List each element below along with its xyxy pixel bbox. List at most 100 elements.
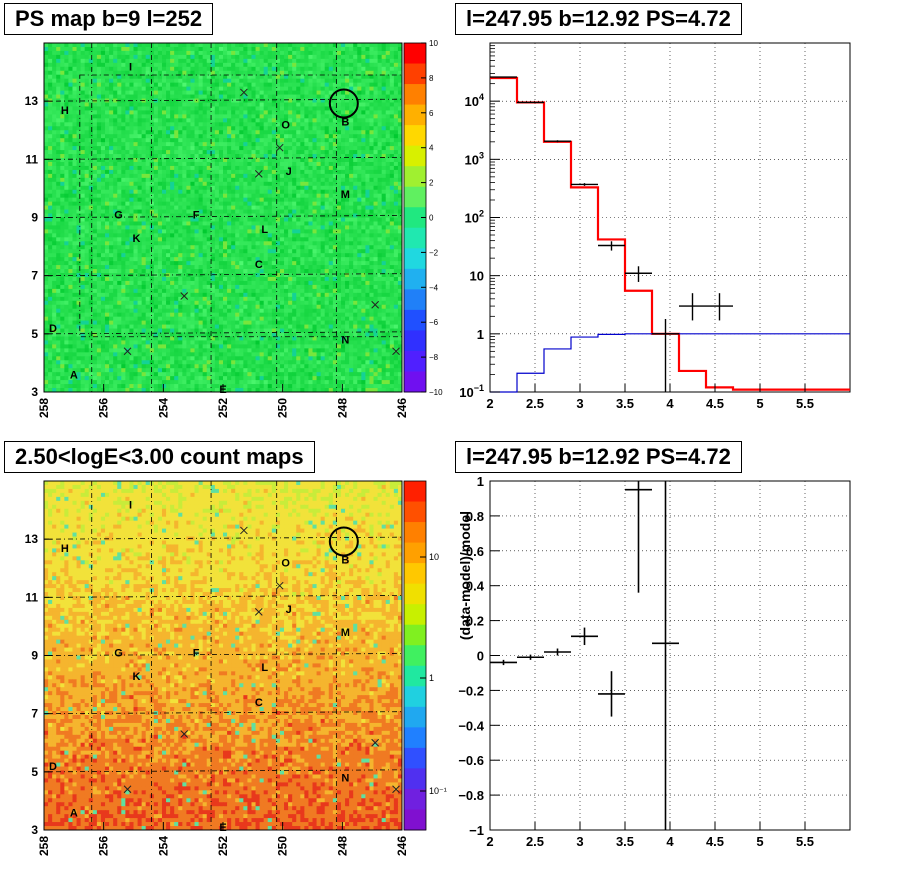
colorbar-swatch <box>404 747 426 769</box>
colorbar-tick-label: −10 <box>429 388 443 397</box>
source-cross-marker <box>275 581 284 590</box>
colorbar-swatch <box>404 371 426 393</box>
colorbar-swatch <box>404 63 426 85</box>
y-tick-label: 5 <box>31 765 38 779</box>
heatmap-cells <box>44 481 403 831</box>
x-tick-label: 5.5 <box>796 396 814 411</box>
colorbar-swatch <box>404 809 426 831</box>
colorbar-swatch <box>404 84 426 106</box>
plot-grid <box>489 480 850 831</box>
x-tick-label: 246 <box>395 836 409 856</box>
colorbar-swatch <box>404 186 426 208</box>
roi-box <box>79 74 403 338</box>
colorbar-swatch <box>404 563 426 585</box>
residual-point <box>571 627 598 646</box>
y-tick-label: 0 <box>477 649 484 664</box>
colorbar-tick-label: −4 <box>429 283 439 292</box>
colorbar-swatch <box>404 481 426 503</box>
y-tick-label: 13 <box>25 94 39 108</box>
source-label: N <box>341 335 349 347</box>
data-point <box>490 76 517 78</box>
colorbar-tick-label: −6 <box>429 318 439 327</box>
colorbar-swatch <box>404 645 426 667</box>
plot-grid <box>489 43 850 393</box>
source-cross-marker <box>240 88 248 97</box>
y-tick-label: 3 <box>31 823 38 837</box>
x-tick-label: 256 <box>97 836 111 856</box>
background-step-line <box>490 333 850 393</box>
data-point <box>679 293 706 321</box>
x-tick-label: 258 <box>37 398 51 418</box>
colorbar-swatch <box>404 248 426 270</box>
colorbar-swatch <box>404 207 426 229</box>
colorbar-tick-label: 0 <box>429 214 434 223</box>
y-tick-label: 104 <box>465 92 484 109</box>
colorbar-swatch <box>404 522 426 544</box>
y-tick-label: 0.6 <box>466 544 484 559</box>
model-step-line <box>490 76 850 391</box>
residual-point <box>625 481 652 593</box>
x-tick-label: 2.5 <box>526 834 544 849</box>
source-label: K <box>133 233 141 245</box>
source-cross-marker <box>371 300 380 309</box>
source-label: D <box>49 761 57 773</box>
y-tick-label: −0.6 <box>458 753 484 768</box>
colorbar-swatch <box>404 227 426 249</box>
x-tick-label: 4 <box>666 396 674 411</box>
x-tick-label: 5.5 <box>796 834 814 849</box>
data-point <box>517 101 544 104</box>
x-tick-label: 258 <box>37 836 51 856</box>
source-circle <box>328 88 359 119</box>
x-tick-label: 3.5 <box>616 396 634 411</box>
source-label: F <box>193 210 200 222</box>
source-label: B <box>341 555 349 567</box>
y-tick-label: −0.2 <box>458 683 484 698</box>
count-map-title: 2.50<logE<3.00 count maps <box>4 441 315 473</box>
residual-point <box>490 659 517 666</box>
source-cross-marker <box>371 738 380 747</box>
y-tick-label: 102 <box>465 209 484 226</box>
source-cross-marker <box>392 785 400 794</box>
colorbar-tick-label: 10⁻¹ <box>429 786 447 796</box>
source-label: N <box>341 773 349 785</box>
data-point <box>652 318 679 392</box>
source-cross-marker <box>180 292 189 300</box>
x-tick-label: 2 <box>486 834 493 849</box>
source-label: B <box>341 117 349 129</box>
y-axis-label: (data-model)/model <box>457 511 473 640</box>
colorbar-swatch <box>404 309 426 331</box>
colorbar-swatch <box>404 145 426 167</box>
residual-point <box>544 648 571 656</box>
colorbar-tick-label: 2 <box>429 179 434 188</box>
source-label: A <box>70 808 78 820</box>
y-tick-label: 10−1 <box>459 383 484 400</box>
source-label: H <box>61 543 69 555</box>
x-tick-label: 250 <box>276 398 290 418</box>
source-label: G <box>114 648 123 660</box>
x-tick-label: 248 <box>335 398 349 418</box>
y-tick-label: 9 <box>31 649 38 663</box>
colorbar-frame <box>403 42 427 393</box>
x-tick-label: 252 <box>216 836 230 856</box>
y-tick-label: 13 <box>25 532 39 546</box>
data-point <box>544 140 571 143</box>
data-point <box>706 293 733 321</box>
x-tick-label: 4 <box>666 834 674 849</box>
x-tick-label: 3.5 <box>616 834 634 849</box>
colorbar-tick-label: −2 <box>429 248 439 257</box>
colorbar-swatch <box>404 43 426 65</box>
x-tick-label: 4.5 <box>706 834 724 849</box>
y-tick-label: 5 <box>31 327 38 341</box>
y-tick-label: 10 <box>470 269 484 284</box>
data-point <box>625 266 652 282</box>
colorbar-swatch <box>404 727 426 749</box>
y-tick-label: 9 <box>31 211 38 225</box>
colorbar-tick-label: 10 <box>429 39 438 48</box>
source-cross-marker <box>275 143 284 152</box>
y-tick-label: 7 <box>31 269 38 283</box>
ps-map-panel: IHBOJMGFLKCDNAE3579111325825625425225024… <box>25 39 443 418</box>
spectrum-panel: 2 2.5 3 3.5 4 4.5 5 5.5 10−1 1 10 102 103 104 <box>459 42 851 411</box>
spectrum-title: l=247.95 b=12.92 PS=4.72 <box>455 3 742 35</box>
source-label: O <box>281 119 290 131</box>
source-label: C <box>255 259 263 271</box>
